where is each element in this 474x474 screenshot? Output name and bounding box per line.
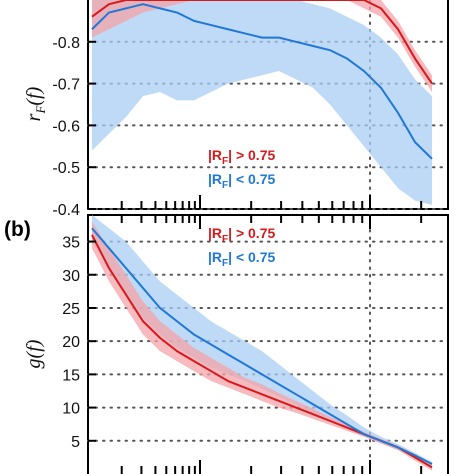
ytick-label: -0.4 (52, 202, 80, 219)
panel-b-bands (92, 215, 432, 471)
ytick-label: 20 (62, 334, 80, 351)
ytick-label: -0.7 (52, 77, 80, 94)
legend-b-blue-main: |R (208, 249, 222, 265)
panel-b-frame (87, 214, 449, 474)
ytick-label: 30 (62, 268, 80, 285)
ytick-label: 10 (62, 401, 80, 418)
confidence-band (92, 221, 432, 471)
legend-b-blue: |RF| < 0.75 (208, 249, 275, 269)
confidence-band (92, 0, 432, 205)
panel-a-ylabel-sub: F (33, 105, 48, 115)
legend-b-red: |RF| > 0.75 (208, 225, 275, 245)
panel-b-tag: (b) (4, 218, 31, 241)
ytick-label: -0.5 (52, 160, 80, 177)
panel-a-ticks (87, 40, 423, 210)
panel-a-ylabel: rF(f) (23, 86, 48, 121)
panel-a-ytick-labels: -0.8 -0.7 -0.6 -0.5 -0.4 (52, 35, 80, 219)
legend-a-blue-tail: | < 0.75 (228, 171, 275, 187)
panel-a-ylabel-main: r (23, 113, 45, 121)
panel-b-ticks (87, 215, 423, 474)
legend-a-blue: |RF| < 0.75 (208, 171, 275, 191)
ytick-label: 15 (62, 367, 80, 384)
legend-a-blue-main: |R (208, 171, 222, 187)
panel-b-ylabel: g(f) (23, 339, 45, 368)
legend-b-red-sub: F (222, 234, 228, 245)
legend-b-red-tail: | > 0.75 (228, 225, 275, 241)
legend-a-red: |RF| > 0.75 (208, 147, 275, 167)
ytick-label: 35 (62, 235, 80, 252)
panel-b-lines (91, 227, 433, 469)
panel-a-ylabel-arg: (f) (23, 86, 45, 105)
panel-a-lines (91, 0, 433, 160)
legend-b-blue-tail: | < 0.75 (228, 249, 275, 265)
legend-a-red-main: |R (208, 147, 222, 163)
legend-a-red-tail: | > 0.75 (228, 147, 275, 163)
series-line (91, 0, 433, 85)
panel-a: -0.8-0.7-0.6-0.5-0.4 rF(f) |RF| > 0.75 |… (23, 0, 449, 219)
ytick-label: -0.8 (52, 35, 80, 52)
ytick-label: 5 (71, 434, 80, 451)
legend-a-red-sub: F (222, 156, 228, 167)
ytick-label: -0.6 (52, 118, 80, 135)
ytick-label: 25 (62, 301, 80, 318)
panel-b-ytick-labels: 5 10 15 20 25 30 35 (62, 235, 80, 451)
legend-a-blue-sub: F (222, 180, 228, 191)
legend-b-red-main: |R (208, 225, 222, 241)
legend-b-blue-sub: F (222, 258, 228, 269)
